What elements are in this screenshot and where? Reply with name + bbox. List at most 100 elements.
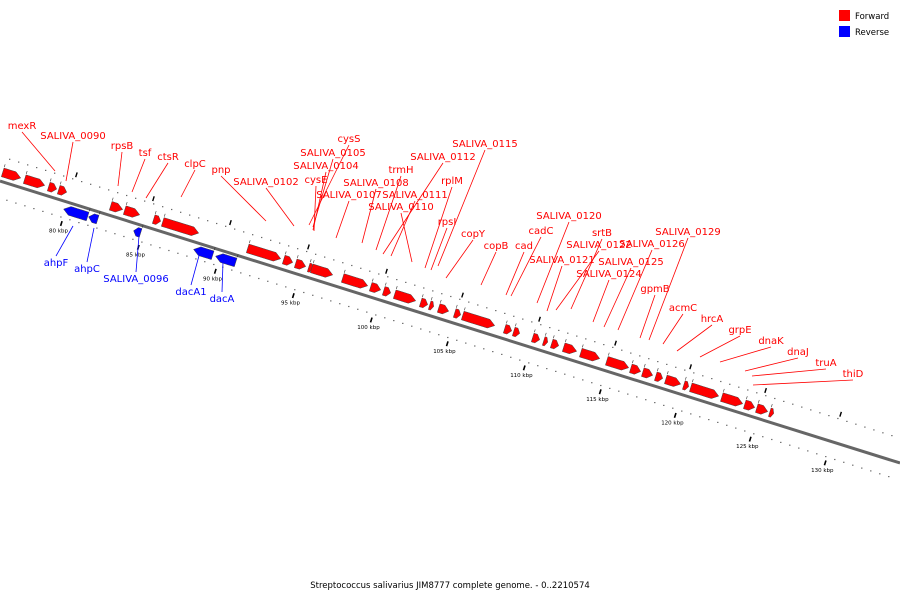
forward-feature-start-tick [372,278,374,282]
minor-dot-inner [384,317,386,319]
minor-dot-outer [666,363,668,365]
minor-dot-outer [459,298,461,300]
minor-dot-inner [690,413,692,415]
minor-dot-outer [234,228,236,230]
minor-dot-outer [819,412,821,414]
minor-dot-inner [267,280,269,282]
gene-label-tsf: tsf [139,148,152,159]
minor-dot-outer [702,375,704,377]
legend-forward-label: Forward [855,12,889,22]
minor-dot-outer [144,200,146,202]
forward-feature [108,197,124,213]
forward-feature-body [641,367,654,379]
minor-dot-outer [225,225,227,227]
minor-dot-outer [171,208,173,211]
leader-line [424,186,453,269]
forward-feature-body [579,347,601,362]
minor-dot-outer [450,295,452,298]
leader-line [437,149,486,267]
gene-label-daca: dacA [210,294,235,305]
kbp-tick [673,412,677,419]
kbp-tick-outer [461,292,464,298]
minor-dot-inner [105,230,107,232]
leader-line [180,169,196,198]
minor-dot-outer [639,355,641,357]
minor-dot-inner [762,436,764,438]
forward-feature [530,329,541,344]
minor-dot-inner [357,308,359,310]
minor-dot-inner [240,272,242,274]
forward-feature-start-tick [565,339,567,343]
minor-dot-outer [729,383,731,385]
leader-line [21,131,56,172]
minor-dot-outer [891,435,893,437]
forward-feature [392,286,417,304]
kbp-scale: 80 kbp 85 kbp 90 kbp 95 kbp 100 kbp 105 kbp 11… [49,172,843,474]
forward-feature [436,299,450,315]
minor-dot-inner [735,427,737,429]
forward-feature-body [664,374,682,387]
leader-line [536,221,570,304]
forward-feature [755,399,769,415]
minor-dot-outer [675,366,677,368]
forward-feature [56,181,68,196]
forward-feature-body [511,327,520,338]
minor-dot-inner [717,421,719,423]
minor-dot-inner [294,289,296,291]
forward-feature-start-tick [164,213,166,217]
forward-feature-start-tick [49,178,52,182]
forward-feature-body [122,205,141,218]
minor-dot-outer [432,290,434,292]
leader-line [220,175,267,222]
forward-feature-body [460,310,496,329]
forward-feature-body [108,201,124,213]
kbp-label: 105 kbp [433,349,456,355]
minor-dot-inner [330,300,332,302]
forward-feature [122,201,141,218]
minor-dot-outer [477,304,479,306]
minor-dot-inner [510,356,512,358]
minor-dot-outer [45,169,47,171]
forward-feature-body [436,303,450,315]
leader-line [751,368,827,377]
gene-label-trmh: trmH [388,165,413,176]
minor-dot-inner [519,359,521,361]
kbp-tick [291,292,295,299]
minor-dot-outer [297,248,299,250]
minor-dot-inner [753,433,755,435]
forward-feature-start-tick [313,260,315,264]
kbp-label: 115 kbp [586,397,609,403]
forward-feature [689,379,720,399]
minor-dot-outer [864,426,866,428]
minor-dot-outer [441,293,443,295]
forward-feature-start-tick [431,297,433,301]
minor-dot-outer [72,178,74,180]
kbp-tick-outer [764,387,768,394]
minor-dot-outer [468,301,470,303]
leader-line [744,357,799,372]
minor-dot-inner [681,410,683,412]
forward-feature-body [56,185,68,196]
kbp-tick-outer [839,411,843,417]
gene-label-saliva-0115: SALIVA_0115 [452,139,517,150]
minor-dot-inner [474,345,476,347]
leader-line [480,251,497,286]
leader-line [131,158,146,193]
minor-dot-outer [837,417,839,420]
gene-label-cadc: cadC [529,226,554,237]
forward-feature-body [720,392,744,407]
reverse-swatch [839,26,850,37]
minor-dot-inner [393,320,395,322]
minor-dot-inner [159,247,161,249]
minor-dot-outer [324,256,326,258]
reverse-feature-body [193,246,215,260]
reverse-feature-body [215,253,238,268]
reverse-feature-start-tick [98,211,101,215]
forward-feature [502,320,513,335]
forward-feature-body [561,342,578,354]
forward-feature [160,213,200,236]
minor-dot-outer [369,270,371,272]
gene-label-trua: truA [815,358,836,369]
kbp-tick-outer [538,316,541,322]
leader-line [390,200,416,257]
